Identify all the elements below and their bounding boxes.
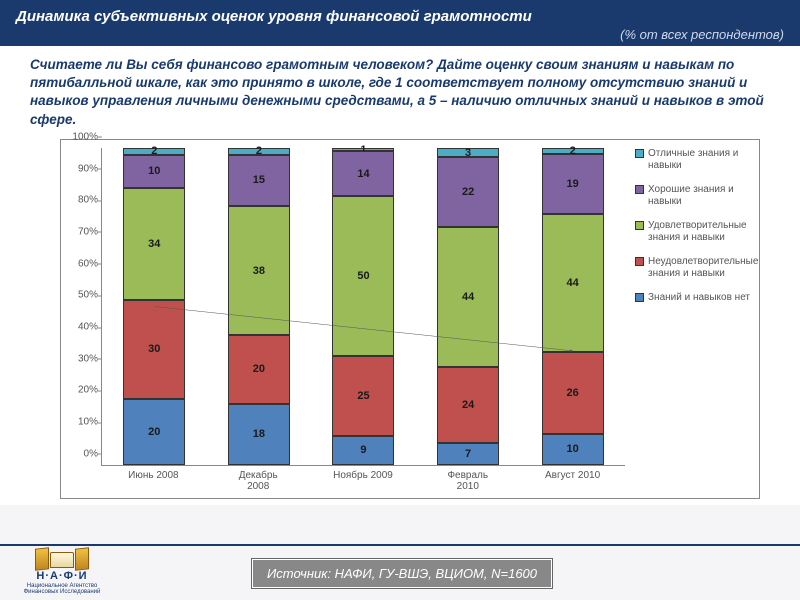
bar-segment-none: 9 <box>332 436 394 465</box>
bar-segment-bad: 25 <box>332 356 394 436</box>
bar-group: 20 30 34 10 2 <box>123 148 185 465</box>
bar-group: 102644192 <box>542 148 604 465</box>
bar-segment-sat: 50 <box>332 196 394 356</box>
bar-segment-good: 14 <box>332 151 394 196</box>
survey-question: Считаете ли Вы себя финансово грамотным … <box>0 46 800 135</box>
y-tick: 80% <box>62 195 98 206</box>
bar-value-label: 18 <box>253 428 265 440</box>
bar-group: 7 24 44 22 3 <box>437 148 499 465</box>
legend-label: Неудовлетворительные знания и навыки <box>648 256 758 280</box>
bar-value-label: 25 <box>357 390 369 402</box>
bar-value-label: 26 <box>567 387 579 399</box>
bar-value-label: 24 <box>462 399 474 411</box>
bar-segment-none: 20 <box>123 399 185 465</box>
y-tick: 40% <box>62 322 98 333</box>
legend-label: Хорошие знания и навыки <box>648 184 753 208</box>
y-axis: 0%10%20%30%40%50%60%70%80%90%100% <box>62 148 100 465</box>
bar-segment-good: 22 <box>437 157 499 227</box>
chart-box: 0%10%20%30%40%50%60%70%80%90%100% 203034… <box>60 139 760 499</box>
bar-segment-good: 19 <box>542 154 604 214</box>
source-citation: Источник: НАФИ, ГУ-ВШЭ, ВЦИОМ, N=1600 <box>252 559 552 588</box>
x-label: Июнь 2008 <box>122 470 184 492</box>
bar-value-label: 38 <box>253 265 265 277</box>
bar-value-label: 10 <box>567 443 579 455</box>
bar-segment-sat: 44 <box>437 227 499 366</box>
bar-value-label: 10 <box>148 165 160 177</box>
bar-segment-sat: 44 <box>542 214 604 352</box>
y-tick: 100% <box>62 131 98 142</box>
header-bar: Динамика субъективных оценок уровня фина… <box>0 0 800 46</box>
y-tick: 50% <box>62 290 98 301</box>
bar-segment-none: 18 <box>228 404 290 465</box>
bar-segment-exc: 3 <box>437 148 499 158</box>
bar-segment-exc: 2 <box>228 148 290 155</box>
bar-segment-none: 7 <box>437 443 499 465</box>
x-axis: Июнь 2008 Декабрь 2008 Ноябрь 2009 Февраль … <box>101 470 625 492</box>
footer-bar: Н·А·Ф·И Национальное Агентство Финансовы… <box>0 544 800 600</box>
bar-segment-exc: 2 <box>123 148 185 155</box>
x-label: Август 2010 <box>542 470 604 492</box>
bar-value-label: 50 <box>357 270 369 282</box>
bar-segment-bad: 26 <box>542 352 604 434</box>
bar-segment-bad: 30 <box>123 300 185 399</box>
y-tick: 90% <box>62 163 98 174</box>
y-tick: 70% <box>62 226 98 237</box>
y-tick: 60% <box>62 258 98 269</box>
legend-item: Отличные знания и навыки <box>635 148 753 172</box>
y-tick: 0% <box>62 448 98 459</box>
bar-value-label: 22 <box>462 186 474 198</box>
page-title: Динамика субъективных оценок уровня фина… <box>16 8 784 25</box>
bar-segment-bad: 24 <box>437 367 499 443</box>
bar-value-label: 20 <box>148 426 160 438</box>
legend-item: Неудовлетворительные знания и навыки <box>635 256 753 280</box>
x-label: Ноябрь 2009 <box>332 470 394 492</box>
bar-value-label: 44 <box>567 277 579 289</box>
bar-group: 18 20 38 15 2 <box>228 148 290 465</box>
legend-swatch <box>635 185 644 194</box>
legend-label: Знаний и навыков нет <box>648 292 750 304</box>
legend-label: Удовлетворительные знания и навыки <box>648 220 753 244</box>
bar-segment-none: 10 <box>542 434 604 465</box>
bar-value-label: 44 <box>462 291 474 303</box>
bar-value-label: 19 <box>567 178 579 190</box>
bar-value-label: 7 <box>465 448 471 460</box>
bar-value-label: 14 <box>357 168 369 180</box>
x-label: Декабрь 2008 <box>227 470 289 492</box>
bar-value-label: 34 <box>148 238 160 250</box>
logo-acronym: Н·А·Ф·И <box>36 570 87 582</box>
nafi-logo: Н·А·Ф·И Национальное Агентство Финансовы… <box>12 551 112 595</box>
bar-segment-good: 15 <box>228 155 290 206</box>
bar-group: 92550141 <box>332 148 394 465</box>
page-subtitle: (% от всех респондентов) <box>16 27 784 42</box>
bar-value-label: 30 <box>148 343 160 355</box>
bar-segment-bad: 20 <box>228 335 290 403</box>
bars-row: 2030341021820381529255014172444223102644… <box>102 148 625 465</box>
x-label: Февраль 2010 <box>437 470 499 492</box>
logo-fullname: Национальное Агентство Финансовых Исслед… <box>12 583 112 595</box>
bar-segment-sat: 38 <box>228 206 290 336</box>
bar-value-label: 9 <box>360 444 366 456</box>
bar-value-label: 15 <box>253 174 265 186</box>
y-tick: 20% <box>62 385 98 396</box>
y-tick: 30% <box>62 353 98 364</box>
legend-swatch <box>635 149 644 158</box>
plot-area: 0%10%20%30%40%50%60%70%80%90%100% 203034… <box>101 148 625 466</box>
legend-swatch <box>635 221 644 230</box>
legend-label: Отличные знания и навыки <box>648 148 753 172</box>
legend-swatch <box>635 257 644 266</box>
legend-item: Удовлетворительные знания и навыки <box>635 220 753 244</box>
legend-swatch <box>635 293 644 302</box>
chart-container: 0%10%20%30%40%50%60%70%80%90%100% 203034… <box>0 135 800 505</box>
bar-segment-good: 10 <box>123 155 185 188</box>
y-tick: 10% <box>62 417 98 428</box>
bar-segment-sat: 34 <box>123 188 185 300</box>
legend-item: Хорошие знания и навыки <box>635 184 753 208</box>
bar-value-label: 20 <box>253 363 265 375</box>
legend-item: Знаний и навыков нет <box>635 292 753 304</box>
legend: Отличные знания и навыки Хорошие знания и… <box>629 140 759 498</box>
